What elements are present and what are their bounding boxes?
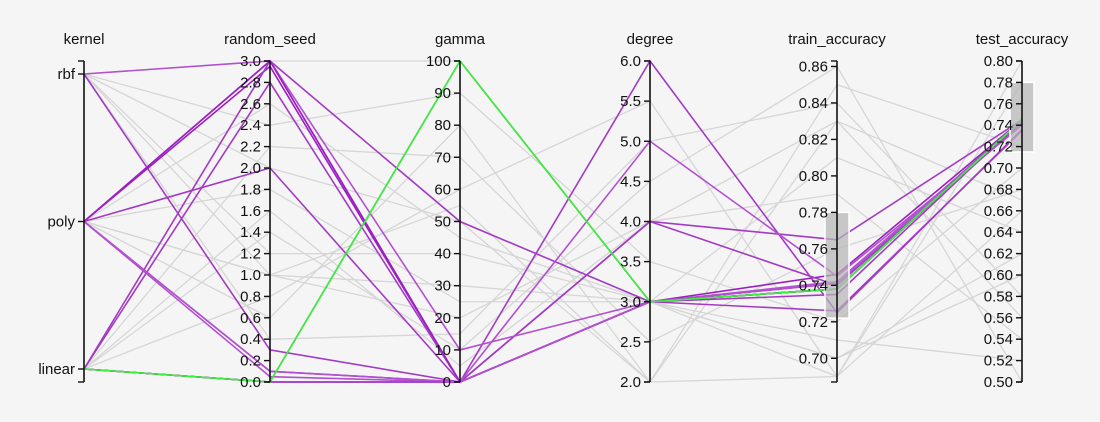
test_accuracy-tick-label: 0.50 — [984, 374, 1013, 391]
random_seed-tick-label: 2.2 — [240, 139, 261, 156]
gamma-tick-label: 60 — [434, 181, 451, 198]
kernel-axis-title: kernel — [64, 31, 105, 48]
context-line-5 — [83, 124, 1023, 383]
test_accuracy-tick-label: 0.56 — [984, 310, 1013, 327]
train_accuracy-tick-label: 0.72 — [799, 314, 828, 331]
train_accuracy-tick-label: 0.82 — [799, 131, 828, 148]
axes-layer: kernel linear poly rbf random_seed 0.0 0.2 0.4 0… — [38, 31, 1068, 391]
random_seed-tick-label: 0.2 — [240, 353, 261, 370]
train_accuracy-tick-label: 0.84 — [799, 95, 828, 112]
test_accuracy-tick-label: 0.52 — [984, 353, 1013, 370]
train_accuracy-tick-label: 0.86 — [799, 58, 828, 75]
degree-tick-label: 4.0 — [620, 214, 641, 231]
random_seed-tick-label: 2.8 — [240, 74, 261, 91]
random_seed-tick-label: 1.0 — [240, 267, 261, 284]
gamma-tick-label: 50 — [434, 214, 451, 231]
gamma-axis-title: gamma — [435, 31, 486, 48]
context-line-3 — [83, 82, 1023, 378]
degree-tick-label: 5.5 — [620, 93, 641, 110]
context-line-11 — [83, 103, 1023, 359]
random_seed-tick-label: 2.4 — [240, 117, 261, 134]
random_seed-tick-label: 0.8 — [240, 288, 261, 305]
context-line-9 — [83, 145, 1023, 370]
random_seed-tick-label: 1.6 — [240, 203, 261, 220]
gamma-tick-label: 20 — [434, 310, 451, 327]
train_accuracy-tick-label: 0.80 — [799, 168, 828, 185]
random_seed-tick-label: 0.4 — [240, 331, 261, 348]
test_accuracy-tick-label: 0.72 — [984, 139, 1013, 156]
test_accuracy-tick-label: 0.80 — [984, 53, 1013, 70]
context-line-4 — [83, 73, 1023, 362]
train_accuracy-axis-title: train_accuracy — [788, 31, 886, 48]
best-line — [83, 59, 1023, 383]
random_seed-tick-label: 0.0 — [240, 374, 261, 391]
gamma-tick-label: 100 — [426, 53, 451, 70]
train_accuracy-tick-label: 0.76 — [799, 241, 828, 258]
degree-tick-label: 3.5 — [620, 254, 641, 271]
test_accuracy-tick-label: 0.66 — [984, 203, 1013, 220]
test_accuracy-tick-label: 0.76 — [984, 96, 1013, 113]
gamma-tick-label: 10 — [434, 342, 451, 359]
random_seed-tick-label: 3.0 — [240, 53, 261, 70]
degree-axis-title: degree — [627, 31, 674, 48]
random_seed-tick-label: 1.2 — [240, 246, 261, 263]
random_seed-axis-title: random_seed — [224, 31, 316, 48]
test_accuracy-tick-label: 0.64 — [984, 224, 1013, 241]
random_seed-axis[interactable]: random_seed 0.0 0.2 0.4 0.6 0.8 1.0 1.2 1.4 1.6 1.… — [224, 31, 316, 391]
degree-tick-label: 4.5 — [620, 173, 641, 190]
degree-tick-label: 6.0 — [620, 53, 641, 70]
test_accuracy-axis-title: test_accuracy — [976, 31, 1069, 48]
test_accuracy-tick-label: 0.60 — [984, 267, 1013, 284]
highlighted-line-5 — [83, 59, 1023, 370]
train_accuracy-tick-label: 0.78 — [799, 204, 828, 221]
random_seed-tick-label: 1.4 — [240, 224, 261, 241]
degree-tick-label: 5.0 — [620, 133, 641, 150]
degree-tick-label: 2.0 — [620, 374, 641, 391]
test_accuracy-tick-label: 0.54 — [984, 331, 1013, 348]
test_accuracy-tick-label: 0.58 — [984, 288, 1013, 305]
kernel-tick-label: poly — [47, 214, 75, 231]
highlighted-lines-layer — [83, 59, 1023, 384]
test_accuracy-tick-label: 0.68 — [984, 181, 1013, 198]
gamma-tick-label: 80 — [434, 117, 451, 134]
gamma-tick-label: 30 — [434, 278, 451, 295]
test_accuracy-axis[interactable]: test_accuracy 0.50 0.52 0.54 0.56 0.58 0.60 0.6… — [976, 31, 1069, 391]
context-line-7 — [83, 73, 1023, 323]
context-line-1 — [83, 73, 1023, 359]
train_accuracy-axis[interactable]: train_accuracy 0.70 0.72 0.74 0.76 0.78 0.80 0.… — [788, 31, 886, 383]
gamma-tick-label: 90 — [434, 85, 451, 102]
random_seed-tick-label: 2.0 — [240, 160, 261, 177]
gamma-tick-label: 40 — [434, 246, 451, 263]
gamma-tick-label: 70 — [434, 149, 451, 166]
test_accuracy-tick-label: 0.62 — [984, 246, 1013, 263]
kernel-tick-label: rbf — [57, 66, 75, 83]
random_seed-tick-label: 0.6 — [240, 310, 261, 327]
gamma-tick-label: 0 — [443, 374, 451, 391]
degree-tick-label: 2.5 — [620, 334, 641, 351]
context-line-10 — [83, 73, 1023, 340]
test_accuracy-tick-label: 0.78 — [984, 74, 1013, 91]
kernel-axis[interactable]: kernel linear poly rbf — [38, 31, 105, 383]
context-line-6 — [83, 65, 1023, 383]
kernel-tick-label: linear — [38, 361, 75, 378]
context-line-14 — [83, 120, 1023, 383]
test_accuracy-tick-label: 0.74 — [984, 117, 1013, 134]
degree-axis[interactable]: degree 2.0 2.5 3.0 3.5 4.0 4.5 5.0 5.5 6.0 — [620, 31, 673, 391]
random_seed-tick-label: 2.6 — [240, 96, 261, 113]
train_accuracy-tick-label: 0.74 — [799, 277, 828, 294]
train_accuracy-tick-label: 0.70 — [799, 350, 828, 367]
degree-tick-label: 3.0 — [620, 294, 641, 311]
random_seed-tick-label: 1.8 — [240, 181, 261, 198]
highlighted-line-7 — [83, 59, 1023, 384]
highlighted-line-9 — [83, 124, 1023, 383]
context-line-2 — [83, 120, 1023, 319]
test_accuracy-tick-label: 0.70 — [984, 160, 1013, 177]
context-line-13 — [83, 60, 1023, 378]
gamma-axis[interactable]: gamma 0 10 20 30 40 50 60 70 80 90 100 — [426, 31, 486, 391]
